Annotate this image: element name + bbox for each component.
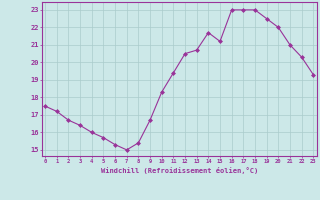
X-axis label: Windchill (Refroidissement éolien,°C): Windchill (Refroidissement éolien,°C) xyxy=(100,167,258,174)
